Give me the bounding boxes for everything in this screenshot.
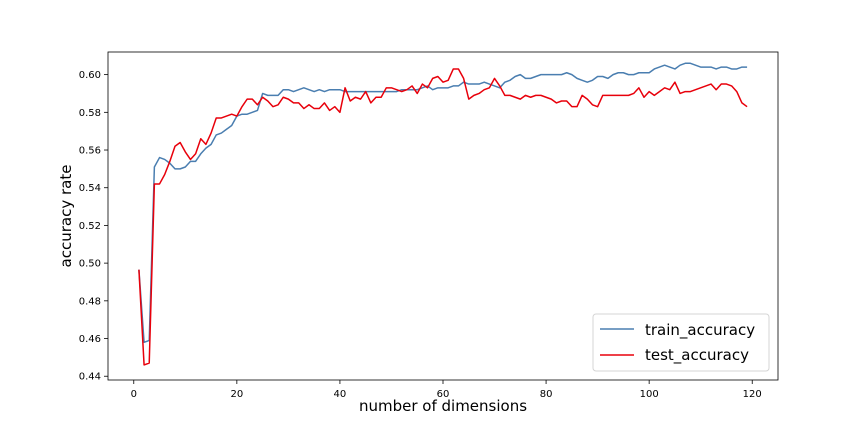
series-layer xyxy=(138,62,748,366)
plot-frame xyxy=(107,51,779,381)
x-tick-label: 0 xyxy=(131,389,137,400)
y-axis-ticks: 0.44 0.46 0.48 0.50 0.52 0.54 0.56 0.58 0.60 xyxy=(79,70,108,383)
y-tick-label: 0.56 xyxy=(79,146,101,157)
legend: train_accuracy test_accuracy xyxy=(592,313,770,372)
y-tick-label: 0.58 xyxy=(79,108,101,119)
x-tick-label: 60 xyxy=(437,389,450,400)
x-axis-label: number of dimensions xyxy=(359,397,527,415)
x-tick-label: 20 xyxy=(230,389,243,400)
y-tick-label: 0.60 xyxy=(79,70,101,81)
legend-box xyxy=(592,313,770,372)
x-tick-label: 120 xyxy=(743,389,762,400)
legend-label-test: test_accuracy xyxy=(645,346,749,365)
y-tick-label: 0.52 xyxy=(79,221,101,232)
series-line-test-accuracy xyxy=(138,68,748,366)
y-tick-label: 0.50 xyxy=(79,259,101,270)
x-axis-ticks: 0 20 40 60 80 100 120 xyxy=(131,380,762,400)
y-tick-label: 0.54 xyxy=(79,183,101,194)
x-tick-label: 100 xyxy=(640,389,659,400)
series-line-train-accuracy xyxy=(138,62,748,344)
y-tick-label: 0.44 xyxy=(79,372,101,383)
x-tick-label: 80 xyxy=(540,389,553,400)
y-axis-label: accuracy rate xyxy=(57,165,75,268)
y-tick-label: 0.46 xyxy=(79,334,101,345)
y-tick-label: 0.48 xyxy=(79,296,101,307)
x-tick-label: 40 xyxy=(334,389,347,400)
legend-label-train: train_accuracy xyxy=(645,321,755,340)
